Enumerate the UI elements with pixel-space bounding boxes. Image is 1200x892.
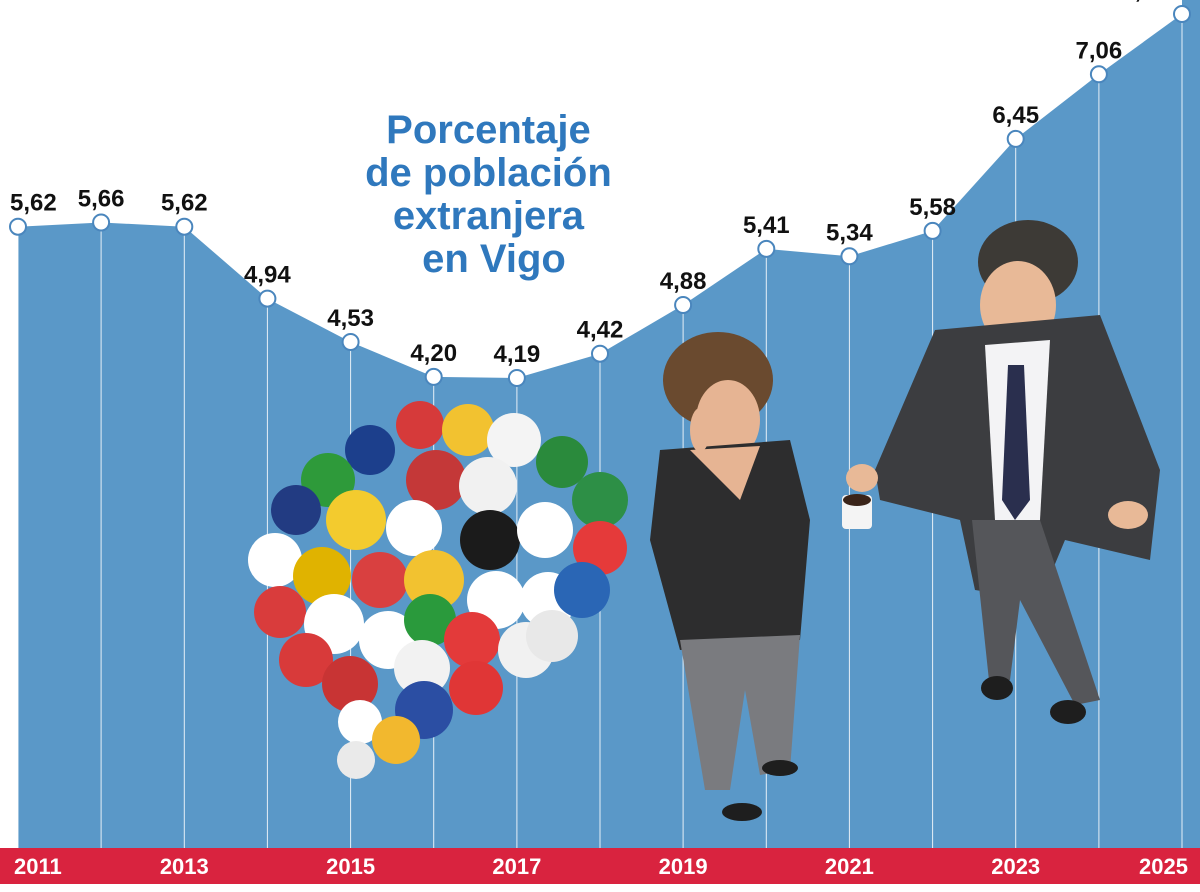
data-point: [424, 367, 443, 386]
title-line-3: extranjera: [393, 194, 585, 238]
data-point: [923, 221, 942, 240]
x-tick-label: 2021: [825, 854, 874, 879]
data-label: 4,20: [410, 340, 457, 367]
x-tick-label: 2019: [659, 854, 708, 879]
data-label: 5,41: [743, 212, 790, 239]
data-label: 5,66: [78, 186, 125, 213]
data-point: [840, 247, 859, 266]
data-point: [1006, 129, 1025, 148]
marker-layer: [9, 5, 1191, 387]
data-label: 6,45: [992, 102, 1039, 129]
data-point: [507, 369, 526, 387]
data-label: 4,19: [494, 341, 541, 368]
data-point: [1089, 65, 1108, 84]
data-label: 5,58: [909, 194, 956, 221]
data-label: 5,62: [161, 190, 208, 217]
title-line-2: de población: [365, 151, 612, 195]
data-point: [341, 333, 360, 351]
data-point: [1173, 5, 1191, 23]
title-line-1: Porcentaje: [386, 108, 591, 152]
chart-title: Porcentaje de población extranjera en Vi…: [365, 108, 623, 281]
data-label: 4,88: [660, 268, 707, 295]
flag-bubble-illustration: [248, 401, 628, 779]
x-tick-label: 2025: [1139, 854, 1188, 879]
data-point: [674, 296, 693, 314]
data-label: 7,63: [1121, 0, 1168, 4]
x-tick-label: 2023: [991, 854, 1040, 879]
x-tick-label: 2017: [492, 854, 541, 879]
data-point: [92, 213, 111, 232]
data-label: 5,62: [10, 190, 57, 217]
x-tick-label: 2015: [326, 854, 375, 879]
data-label: 4,42: [577, 317, 624, 344]
data-label: 5,34: [826, 219, 873, 246]
x-axis-band: [0, 848, 1200, 884]
data-label: 7,06: [1076, 37, 1123, 64]
data-point: [591, 344, 609, 363]
data-point: [175, 217, 194, 236]
data-label: 4,94: [244, 262, 291, 289]
data-label: 4,53: [327, 305, 374, 332]
label-layer: 5,62 5,66 5,62 4,94 4,53 4,20 4,19 4,42 4,88 5,41…: [10, 0, 1168, 368]
title-line-4: en Vigo: [422, 237, 566, 281]
x-tick-label: 2011: [14, 854, 62, 879]
tick-layer: 2011 2013 2015 2017 2019 2021 2023 2025: [14, 854, 1188, 879]
data-point: [757, 239, 776, 258]
x-tick-label: 2013: [160, 854, 209, 879]
data-point: [9, 217, 27, 236]
data-point: [258, 289, 277, 308]
business-people-illustration: [650, 220, 1160, 821]
